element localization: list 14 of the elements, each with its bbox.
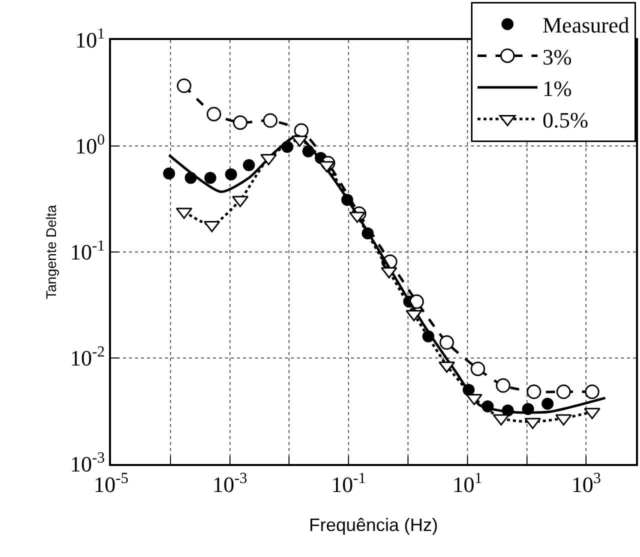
x-tick-label: 10$^{-3}$	[212, 470, 248, 498]
x-tick-label: 10$^{-1}$	[331, 470, 366, 498]
y-tick-label: 10$^{0}$	[75, 131, 106, 159]
legend-label: 3%	[542, 44, 572, 70]
x-tick-label: 10$^{3}$	[571, 470, 602, 498]
y-tick-label: 10$^{1}$	[75, 25, 105, 53]
x-tick-label: 10$^{1}$	[452, 470, 482, 498]
legend-label: 0.5%	[542, 108, 588, 133]
legend-label: 1%	[542, 76, 572, 101]
legend-label: Measured	[542, 12, 630, 38]
x-axis-title: Frequência (Hz)	[308, 514, 438, 535]
y-tick-label: 10$^{-2}$	[70, 343, 105, 371]
y-axis-title: Tangente Delta	[43, 204, 60, 300]
y-tick-label: 10$^{-1}$	[70, 237, 105, 265]
